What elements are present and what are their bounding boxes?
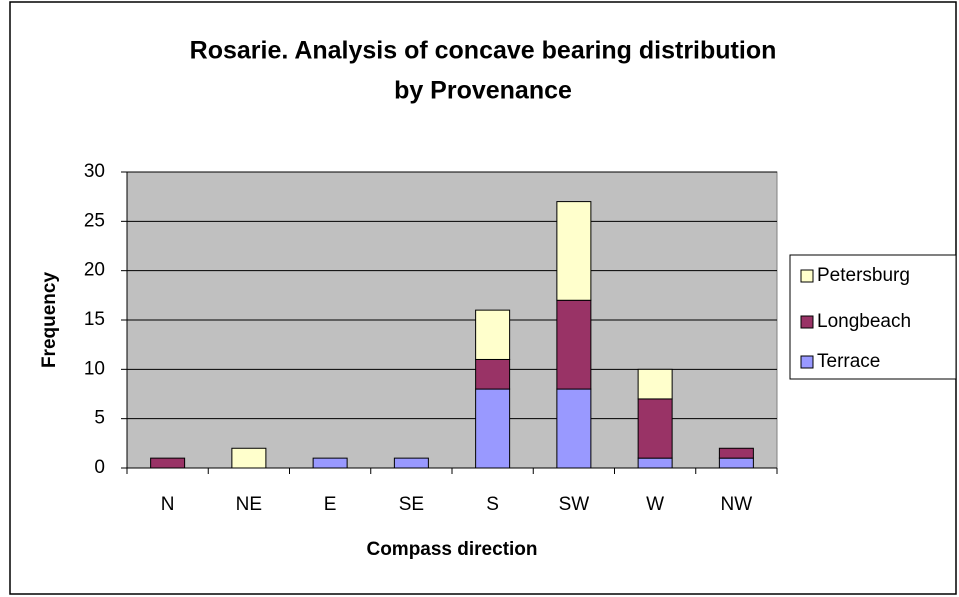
bar-segment <box>312 457 348 469</box>
x-tick-label: S <box>486 494 499 515</box>
bar-segment <box>556 201 592 301</box>
bar-segment <box>475 358 511 390</box>
bar-segment <box>637 368 673 400</box>
y-tick-label: 25 <box>84 210 105 231</box>
bar-segment <box>231 447 267 469</box>
legend-swatch <box>800 269 814 283</box>
legend-box <box>789 254 957 380</box>
bar-segment <box>637 398 673 459</box>
x-tick-label: E <box>324 494 337 515</box>
bar-segment <box>475 309 511 360</box>
legend-label: Petersburg <box>817 265 910 286</box>
x-tick-label: SW <box>559 494 590 515</box>
x-tick-label: N <box>161 494 175 515</box>
x-tick-label: NW <box>721 494 753 515</box>
bar-segment <box>475 388 511 469</box>
y-tick-label: 0 <box>94 457 105 478</box>
bar-segment <box>637 457 673 469</box>
y-axis-label: Frequency <box>39 272 60 369</box>
y-tick-label: 20 <box>84 260 105 281</box>
x-tick-label: W <box>646 494 664 515</box>
y-tick-label: 5 <box>94 408 105 429</box>
legend-swatch <box>800 315 814 329</box>
bar-segment <box>393 457 429 469</box>
y-tick-label: 10 <box>84 358 105 379</box>
bar-segment <box>718 457 754 469</box>
legend-label: Longbeach <box>817 311 911 332</box>
legend-swatch <box>800 355 814 369</box>
y-tick-label: 15 <box>84 309 105 330</box>
bar-segment <box>556 388 592 469</box>
bar-segment <box>718 447 754 459</box>
legend-label: Terrace <box>817 351 880 372</box>
x-tick-label: NE <box>236 494 262 515</box>
chart-title: by Provenance <box>394 77 572 105</box>
y-tick-label: 30 <box>84 161 105 182</box>
bar-segment <box>150 457 186 469</box>
bar-segment <box>556 299 592 390</box>
chart-title: Rosarie. Analysis of concave bearing dis… <box>190 37 777 65</box>
x-axis-label: Compass direction <box>366 539 537 560</box>
x-tick-label: SE <box>399 494 424 515</box>
